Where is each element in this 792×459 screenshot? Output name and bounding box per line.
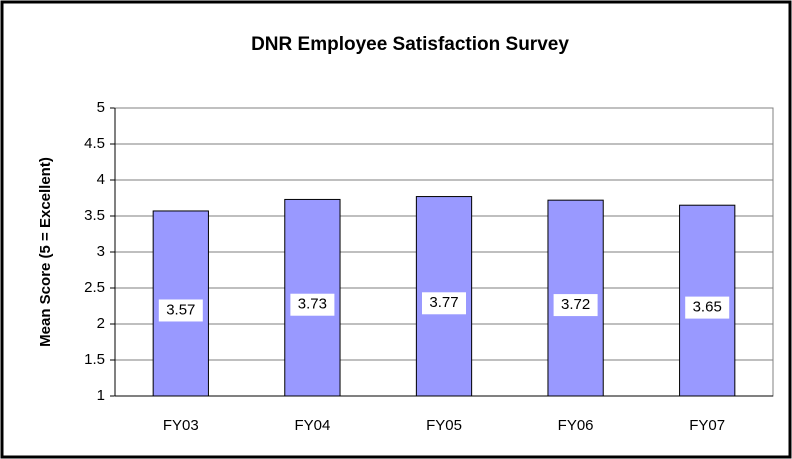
y-tick-label: 1 [97,387,105,404]
y-axis-label: Mean Score (5 = Excellent) [37,157,54,347]
data-label: 3.73 [298,296,327,313]
y-tick-label: 3.5 [84,207,105,224]
y-tick-label: 2 [97,315,105,332]
chart-title: DNR Employee Satisfaction Survey [251,34,569,55]
data-label-box [422,292,466,315]
data-label: 3.65 [693,299,722,316]
data-label: 3.57 [166,301,195,318]
data-label-box [553,294,598,317]
x-tick-label: FY06 [558,417,594,434]
x-tick-label: FY03 [163,417,199,434]
x-tick-label: FY05 [426,417,462,434]
data-label-box [685,296,730,319]
y-tick-label: 4.5 [84,135,105,152]
y-tick-label: 5 [97,99,105,116]
data-label-box [158,299,203,322]
data-label: 3.72 [561,296,590,313]
data-label: 3.77 [429,294,458,311]
y-tick-label: 4 [97,171,105,188]
x-tick-label: FY07 [689,417,725,434]
y-tick-label: 3 [97,243,105,260]
data-label-box [290,293,335,316]
y-tick-label: 1.5 [84,351,105,368]
x-tick-label: FY04 [294,417,330,434]
y-tick-label: 2.5 [84,279,105,296]
